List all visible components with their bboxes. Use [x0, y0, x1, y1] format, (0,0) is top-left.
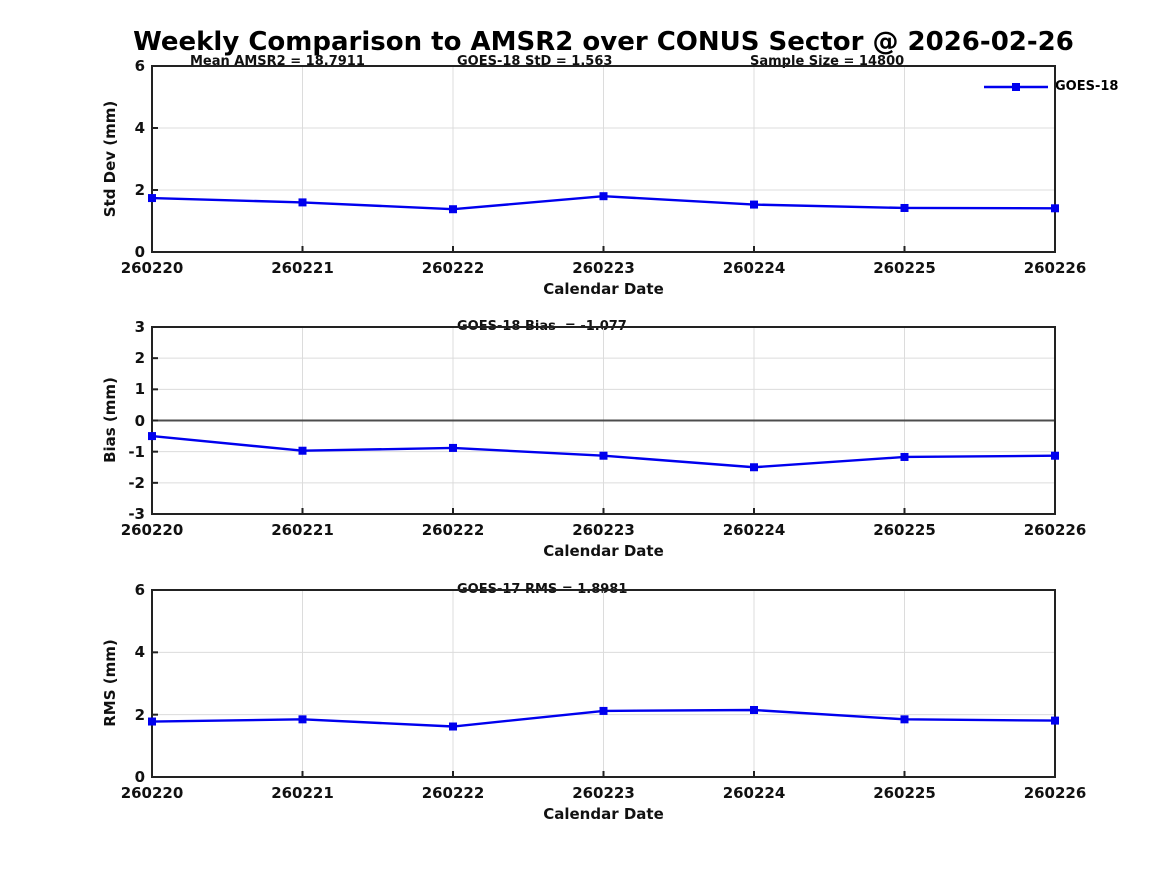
y-tick-label: 2 — [134, 349, 145, 368]
x-tick-label: 260226 — [1023, 259, 1087, 277]
y-tick-label: 1 — [134, 380, 145, 399]
data-point-marker — [599, 451, 608, 460]
legend-label: GOES-18 — [1055, 79, 1119, 94]
data-point-marker — [599, 192, 608, 201]
x-tick-label: 260224 — [722, 521, 786, 539]
data-point-marker — [449, 722, 457, 731]
data-point-marker — [900, 715, 909, 724]
xlabel-calendar-date-3: Calendar Date — [543, 805, 664, 823]
data-point-marker — [750, 200, 758, 209]
x-tick-label: 260221 — [271, 259, 334, 277]
data-point-marker — [900, 203, 909, 212]
x-tick-label: 260224 — [722, 784, 786, 802]
data-point-marker — [1051, 204, 1059, 213]
x-tick-label: 260222 — [421, 521, 485, 539]
data-point-marker — [750, 705, 758, 714]
data-point-marker — [148, 717, 156, 726]
data-point-marker — [750, 463, 758, 472]
x-tick-label: 260221 — [271, 784, 334, 802]
x-tick-label: 260225 — [873, 259, 936, 277]
y-tick-label: 6 — [134, 581, 145, 599]
data-point-marker — [1051, 451, 1059, 460]
y-tick-label: 3 — [134, 318, 145, 336]
ylabel-std-dev: Std Dev (mm) — [101, 100, 119, 218]
data-point-marker — [298, 198, 307, 207]
x-tick-label: 260222 — [421, 784, 485, 802]
x-tick-label: 260226 — [1023, 784, 1087, 802]
y-tick-label: 2 — [134, 181, 145, 199]
x-tick-label: 260225 — [873, 784, 936, 802]
y-tick-label: -3 — [128, 505, 145, 523]
y-tick-label: -2 — [128, 473, 145, 492]
data-point-marker — [298, 446, 307, 455]
y-tick-label: 0 — [134, 411, 145, 430]
legend-line-icon — [984, 83, 1048, 91]
plot-std-dev — [148, 65, 1059, 253]
y-tick-label: 2 — [134, 705, 145, 724]
y-tick-label: -1 — [128, 442, 145, 461]
x-tick-label: 260223 — [572, 784, 635, 802]
x-tick-label: 260222 — [421, 259, 485, 277]
data-point-marker — [599, 706, 608, 715]
plot-rms — [148, 589, 1059, 778]
x-tick-label: 260220 — [120, 521, 184, 539]
data-point-marker — [148, 194, 156, 203]
data-point-marker — [1051, 716, 1059, 725]
data-point-marker — [298, 715, 307, 724]
x-tick-label: 260223 — [572, 521, 635, 539]
data-point-marker — [900, 452, 909, 461]
y-tick-label: 0 — [134, 243, 145, 261]
y-tick-label: 4 — [134, 119, 145, 137]
y-tick-label: 4 — [134, 643, 145, 662]
x-tick-label: 260226 — [1023, 521, 1087, 539]
x-tick-label: 260224 — [722, 259, 786, 277]
y-tick-label: 6 — [134, 57, 145, 75]
x-tick-label: 260220 — [120, 784, 184, 802]
chart-title: Weekly Comparison to AMSR2 over CONUS Se… — [133, 27, 1074, 57]
data-point-marker — [449, 443, 457, 452]
plot-bias — [148, 326, 1059, 515]
x-tick-label: 260225 — [873, 521, 936, 539]
y-tick-label: 0 — [134, 768, 145, 786]
xlabel-calendar-date-2: Calendar Date — [543, 542, 664, 560]
x-tick-label: 260221 — [271, 521, 334, 539]
x-tick-label: 260223 — [572, 259, 635, 277]
ylabel-rms: RMS (mm) — [101, 639, 119, 727]
data-point-marker — [148, 432, 156, 441]
x-tick-label: 260220 — [120, 259, 184, 277]
data-point-marker — [449, 205, 457, 214]
xlabel-calendar-date-1: Calendar Date — [543, 280, 664, 298]
